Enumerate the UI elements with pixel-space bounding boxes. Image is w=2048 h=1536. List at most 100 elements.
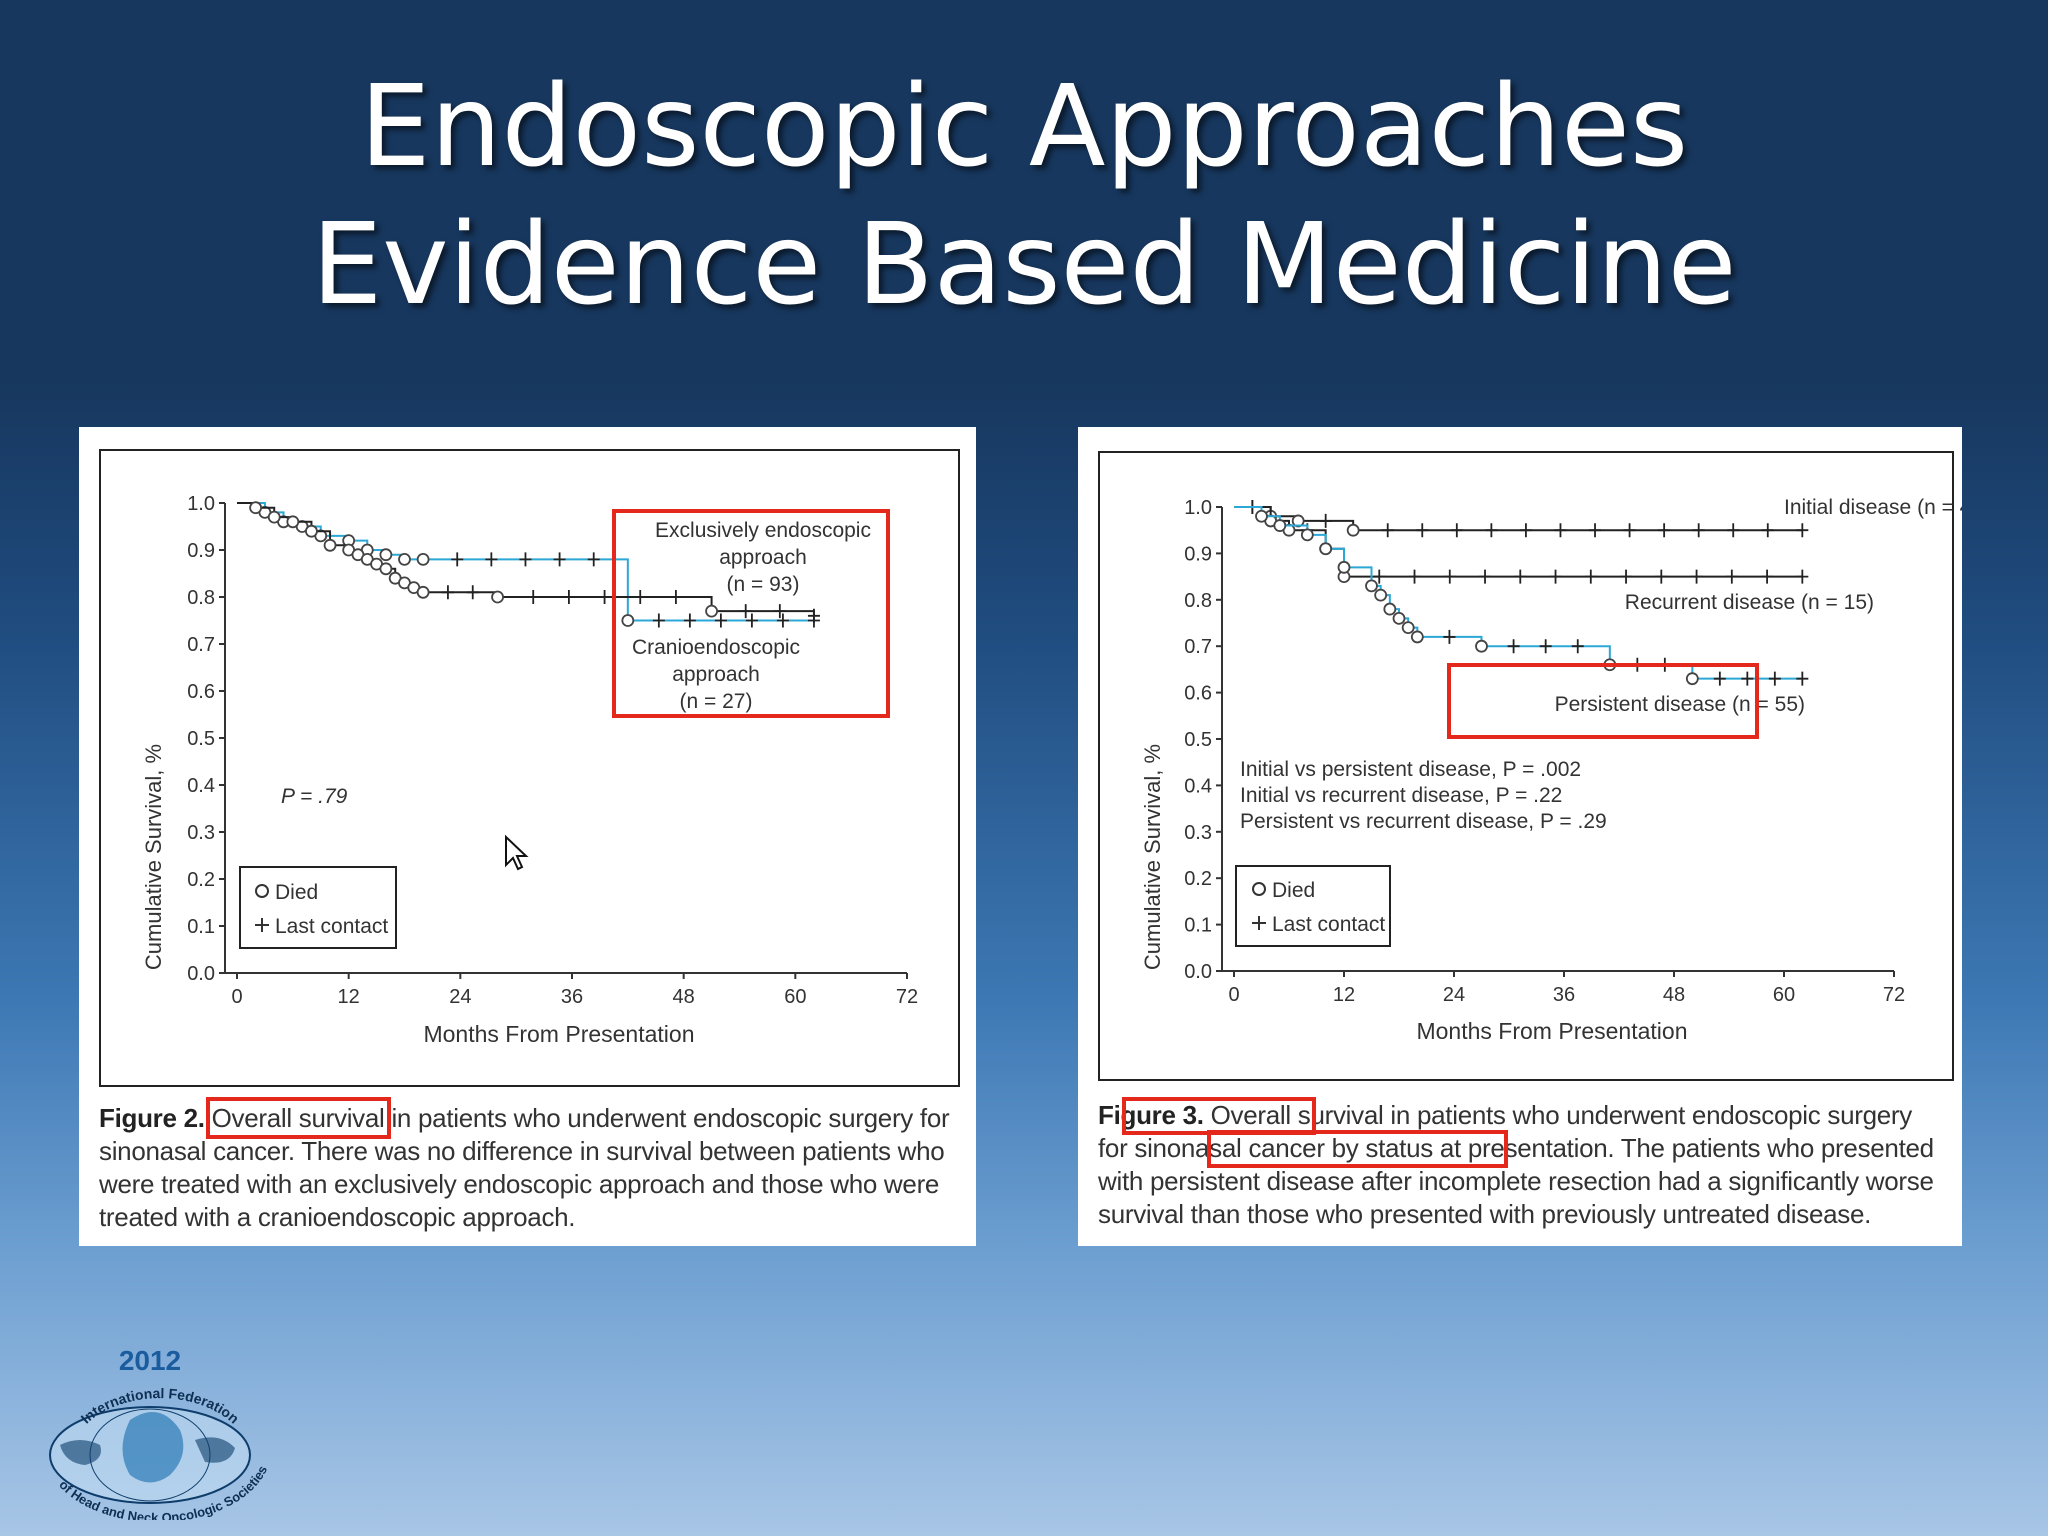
- fig3-died-point: [1346, 523, 1360, 537]
- fig3-died-point: [1392, 611, 1406, 625]
- fig2-died-point: [267, 510, 281, 524]
- figure3-stat-line3: Persistent vs recurrent disease, P = .29: [1240, 810, 1607, 833]
- figure3-caption-text: Overall survival in patients who underwe…: [1098, 1100, 1934, 1229]
- fig3-censor-mark: [1761, 569, 1774, 584]
- fig2-x-tick-label: 24: [449, 986, 471, 1008]
- fig3-y-tick-label: 0.4: [1184, 775, 1212, 797]
- fig2-y-tick-label: 0.3: [187, 822, 215, 844]
- fig2-censor-mark: [527, 590, 540, 604]
- annotation-cranio-line3: (n = 27): [680, 690, 753, 713]
- fig3-censor-mark: [1725, 569, 1738, 584]
- fig3-died-point: [1273, 519, 1287, 532]
- fig3-censor-mark: [1549, 569, 1562, 584]
- fig2-x-tick-label: 60: [784, 986, 806, 1008]
- highlight-persistent-label: [1447, 663, 1759, 739]
- figure2-y-axis-label: Cumulative Survival, %: [141, 744, 166, 970]
- figure3-label-persistent: Persistent disease (n = 55): [1555, 693, 1805, 716]
- fig3-died-point: [1319, 542, 1333, 556]
- fig3-censor-mark: [1727, 523, 1740, 538]
- fig2-censor-mark: [652, 613, 665, 628]
- slide-title-line2: Evidence Based Medicine: [311, 200, 1737, 330]
- fig3-censor-mark: [1584, 569, 1597, 584]
- fig2-x-tick-label: 36: [561, 986, 583, 1008]
- fig2-y-tick-label: 0.7: [187, 634, 215, 656]
- fig2-censor-mark: [634, 590, 647, 604]
- fig3-y-tick-label: 0.2: [1184, 868, 1212, 890]
- fig3-censor-mark: [1554, 523, 1567, 538]
- fig2-x-tick-label: 48: [673, 986, 695, 1008]
- fig2-died-point: [286, 515, 300, 529]
- fig3-series-line-0: [1234, 506, 1803, 532]
- fig2-censor-mark: [519, 552, 532, 567]
- fig3-censor-mark: [1507, 639, 1520, 654]
- fig2-y-tick-label: 0.6: [187, 681, 215, 703]
- fig3-censor-mark: [1768, 671, 1781, 686]
- figure3-y-axis-label: Cumulative Survival, %: [1140, 744, 1165, 970]
- annotation-cranio-line1: Cranioendoscopic: [632, 636, 800, 659]
- fig3-censor-mark: [1443, 629, 1456, 644]
- fig2-y-tick-label: 0.5: [187, 728, 215, 750]
- fig3-x-tick-label: 72: [1883, 984, 1905, 1006]
- fig3-censor-mark: [1620, 569, 1633, 584]
- fig2-died-point: [323, 538, 337, 552]
- mouse-cursor: [505, 834, 529, 871]
- fig3-censor-mark: [1571, 639, 1584, 654]
- fig3-died-point: [1401, 621, 1415, 635]
- fig2-censor-mark: [587, 552, 600, 567]
- figure2-legend-box: [239, 866, 397, 949]
- fig2-y-tick-label: 0.4: [187, 775, 215, 797]
- fig3-censor-mark: [1373, 569, 1386, 584]
- fig3-x-tick-label: 60: [1773, 984, 1795, 1006]
- fig3-censor-mark: [1416, 523, 1429, 538]
- fig2-died-point: [416, 552, 430, 566]
- fig3-died-point: [1410, 630, 1424, 644]
- fig3-censor-mark: [1741, 671, 1754, 686]
- fig2-censor-mark: [776, 613, 789, 628]
- highlight-cancer-by-status: [1207, 1130, 1508, 1168]
- fig3-censor-mark: [1443, 569, 1456, 584]
- fig2-censor-mark: [745, 613, 758, 628]
- figure3-label-recurrent: Recurrent disease (n = 15): [1625, 591, 1874, 614]
- fig3-y-tick-label: 0.0: [1184, 961, 1212, 983]
- logo-year: 2012: [119, 1345, 181, 1376]
- fig3-x-tick-label: 48: [1663, 984, 1685, 1006]
- fig3-died-point: [1337, 560, 1351, 574]
- logo-head-silhouette: [122, 1412, 184, 1483]
- fig3-y-tick-label: 0.1: [1184, 915, 1212, 937]
- figure2-x-axis-label: Months From Presentation: [423, 1021, 694, 1047]
- figure3-caption: Figure 3. Overall survival in patients w…: [1098, 1099, 1948, 1231]
- fig2-died-point: [379, 548, 393, 562]
- legend-died-marker: [255, 884, 269, 898]
- fig3-x-tick-label: 24: [1443, 984, 1465, 1006]
- fig2-censor-mark: [669, 590, 682, 604]
- fig3-died-point: [1300, 528, 1314, 542]
- fig3-y-tick-label: 0.7: [1184, 636, 1212, 658]
- fig3-censor-mark: [1539, 639, 1552, 654]
- fig3-series-line-1: [1234, 506, 1803, 578]
- figure3-legend-last-contact: Last contact: [1272, 913, 1385, 936]
- fig3-died-point: [1685, 672, 1699, 686]
- fig3-censor-mark: [1381, 523, 1394, 538]
- fig3-censor-mark: [1796, 671, 1809, 686]
- fig2-censor-mark: [441, 585, 454, 600]
- fig2-x-tick-label: 12: [338, 986, 360, 1008]
- fig3-censor-mark: [1408, 569, 1421, 584]
- fig3-censor-mark: [1514, 569, 1527, 584]
- fig2-died-point: [705, 604, 718, 618]
- fig3-censor-mark: [1690, 569, 1703, 584]
- fig3-died-point: [1374, 588, 1388, 602]
- figure2-panel: 0.0 0.1 0.2 0.3 0.4 0.5 0.6 0.7 0.8 0.9 1.0 0 12 24 36…: [79, 427, 976, 1246]
- figure3-stat-line1: Initial vs persistent disease, P = .002: [1240, 758, 1581, 781]
- fig3-censor-mark: [1796, 569, 1809, 584]
- fig2-died-point: [305, 524, 318, 538]
- fig2-censor-mark: [485, 552, 498, 567]
- legend-died-marker: [1252, 882, 1266, 896]
- fig3-censor-mark: [1519, 523, 1532, 538]
- fig3-x-tick-label: 36: [1553, 984, 1575, 1006]
- fig3-censor-mark: [1589, 523, 1602, 538]
- fig2-died-point: [416, 585, 430, 599]
- fig3-y-tick-label: 0.3: [1184, 822, 1212, 844]
- figure2-legend-last-contact: Last contact: [275, 915, 388, 938]
- fig3-y-tick-label: 0.8: [1184, 590, 1212, 612]
- ifhnos-logo: 2012 International Federation of Head an…: [49, 1345, 270, 1520]
